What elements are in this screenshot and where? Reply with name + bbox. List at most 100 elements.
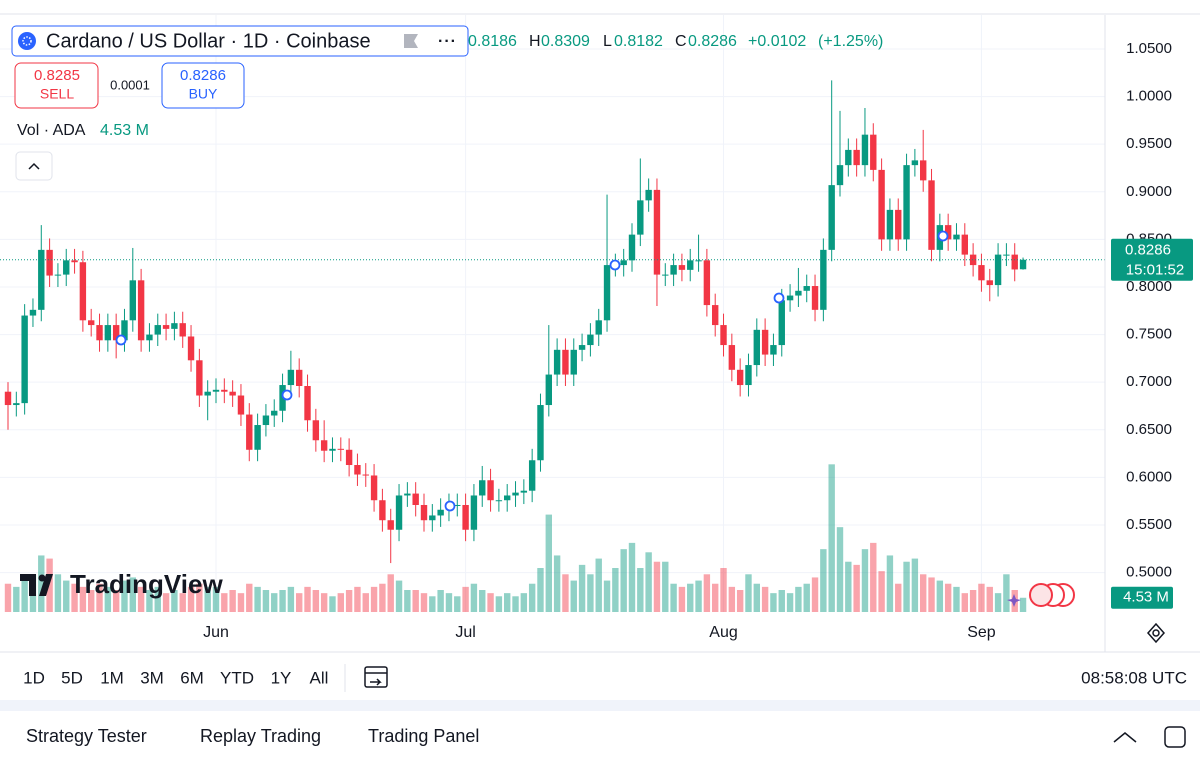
collapse-button[interactable] xyxy=(15,151,53,181)
volume-bar xyxy=(121,580,128,612)
candle-body xyxy=(121,320,128,341)
candle-body xyxy=(354,465,361,475)
price-tag xyxy=(1111,238,1193,281)
bottom-tab[interactable]: Replay Trading xyxy=(200,726,321,746)
volume-bar xyxy=(13,586,20,612)
settings-icon[interactable] xyxy=(1146,622,1166,644)
candle-body xyxy=(861,134,869,166)
flag-icon[interactable] xyxy=(404,34,418,48)
timeframe-button[interactable]: 5D xyxy=(61,668,83,687)
volume-bar xyxy=(978,583,985,612)
candle-body xyxy=(736,369,744,386)
volume-bar xyxy=(520,593,528,612)
symbol-box[interactable] xyxy=(11,25,469,57)
event-marker[interactable] xyxy=(937,230,949,242)
bottom-tab[interactable]: Trading Panel xyxy=(368,726,479,746)
volume-bar xyxy=(229,590,236,612)
volume-bar xyxy=(312,590,320,612)
candle-body xyxy=(520,490,528,493)
volume-bar xyxy=(154,586,161,612)
date-range-icon[interactable] xyxy=(364,666,388,688)
volume-bar xyxy=(695,580,702,612)
volume-bar xyxy=(387,574,394,612)
candle-body xyxy=(712,305,719,326)
candle-body xyxy=(953,234,960,240)
volume-bar xyxy=(853,564,860,612)
candle-body xyxy=(795,290,802,296)
timeframe-button[interactable]: 1Y xyxy=(271,668,292,687)
volume-bar xyxy=(171,590,178,612)
volume-bar xyxy=(237,593,245,612)
candle-body xyxy=(870,134,877,170)
more-icon[interactable]: ··· xyxy=(438,33,457,50)
timeframe-button[interactable]: 3M xyxy=(140,668,164,687)
event-marker[interactable] xyxy=(115,334,127,346)
maximize-icon[interactable] xyxy=(1164,726,1186,748)
timeframe-button[interactable]: 6M xyxy=(180,668,204,687)
candle-body xyxy=(404,493,411,496)
candle-body xyxy=(387,520,394,530)
candle-body xyxy=(370,475,378,501)
volume-bar xyxy=(728,586,736,612)
candle-body xyxy=(903,165,910,240)
candle-body xyxy=(254,425,261,450)
symbol-title[interactable]: Cardano / US Dollar · 1D · Coinbase xyxy=(46,30,371,52)
volume-bar xyxy=(129,577,136,612)
y-tick-label: 0.9500 xyxy=(1126,135,1172,152)
logo-text[interactable]: TradingView xyxy=(70,569,223,599)
candle-body xyxy=(695,260,702,262)
candle-body xyxy=(553,349,561,375)
volume-bar xyxy=(595,558,602,612)
candle-body xyxy=(504,495,511,501)
candle-body xyxy=(154,325,161,335)
legend-low: 0.8182 xyxy=(614,33,663,50)
volume-bar xyxy=(429,596,436,612)
news-badges[interactable] xyxy=(1007,583,1075,607)
candle-body xyxy=(246,414,253,450)
candle-body xyxy=(204,391,211,396)
candle-body xyxy=(911,160,919,166)
candle-body xyxy=(329,448,336,451)
event-marker[interactable] xyxy=(773,292,785,304)
candle-body xyxy=(104,325,112,341)
candle-body xyxy=(986,280,993,286)
volume-bar xyxy=(137,586,145,612)
event-marker[interactable] xyxy=(281,389,293,401)
volume-bar xyxy=(836,527,844,612)
timeframe-button[interactable]: 1D xyxy=(23,668,45,687)
volume-bar xyxy=(412,590,419,612)
candle-body xyxy=(786,295,794,301)
sell-button[interactable] xyxy=(14,62,99,109)
volume-bar xyxy=(504,593,511,612)
candle-body xyxy=(595,320,602,335)
timeframe-button[interactable]: 1M xyxy=(100,668,124,687)
candle-body xyxy=(420,504,428,521)
candle-body xyxy=(129,280,136,321)
sparkle xyxy=(1007,594,1021,607)
timeframe-button[interactable]: All xyxy=(310,668,329,687)
event-marker[interactable] xyxy=(444,500,456,512)
timeframe-button[interactable]: YTD xyxy=(220,668,254,687)
volume-bar xyxy=(71,583,78,612)
bottom-tab[interactable]: Strategy Tester xyxy=(26,726,147,746)
candle-body xyxy=(645,189,652,201)
y-tick-label: 0.5000 xyxy=(1126,564,1172,581)
y-tick-label: 0.9000 xyxy=(1126,183,1172,200)
event-marker[interactable] xyxy=(609,259,621,271)
candle-body xyxy=(38,249,45,310)
volume-bar xyxy=(354,586,361,612)
candle-body xyxy=(1019,259,1027,270)
candle-body xyxy=(54,274,62,276)
volume-bar xyxy=(870,542,877,612)
expand-icon[interactable] xyxy=(1113,732,1137,743)
buy-label: BUY xyxy=(189,86,218,102)
candle-body xyxy=(79,262,87,321)
volume-bar xyxy=(895,583,902,612)
buy-button[interactable] xyxy=(161,62,245,109)
clock[interactable]: 08:58:08 UTC xyxy=(1081,668,1187,687)
candle-body xyxy=(137,280,145,341)
volume-bar xyxy=(146,590,153,612)
candle-body xyxy=(495,500,503,502)
candle-body xyxy=(487,480,494,501)
